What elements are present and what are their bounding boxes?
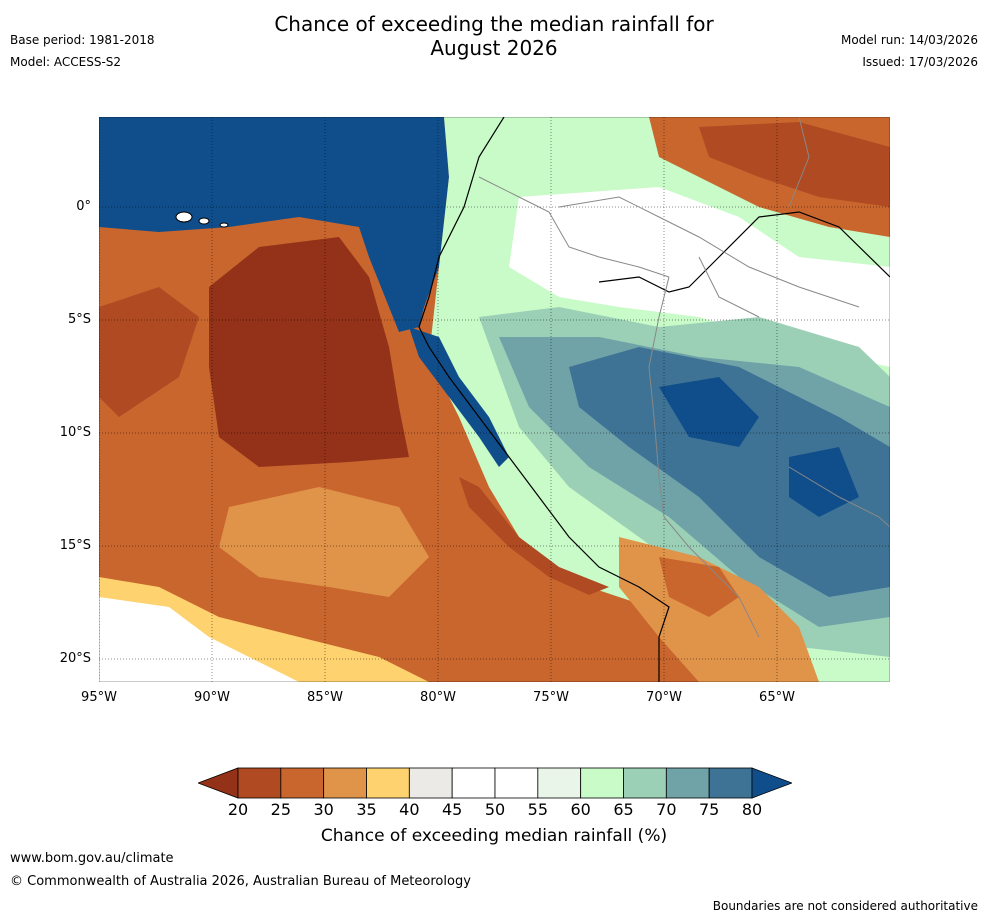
colorbar-tick-label: 55	[527, 800, 548, 819]
lat-tick-label: 15°S	[59, 538, 91, 554]
colorbar-tick-label: 45	[441, 800, 463, 819]
chart-title: Chance of exceeding the median rainfall …	[0, 12, 988, 60]
region-dry-core	[209, 237, 409, 467]
region-coastal-dry-ribbon	[459, 477, 609, 595]
country-borders	[478, 117, 890, 638]
colorbar-swatch	[366, 767, 410, 799]
model-run: Model run: 14/03/2026	[840, 33, 978, 47]
island-isabela	[175, 211, 193, 223]
lat-tick-label: 20°S	[59, 651, 91, 667]
lon-tick-label: 75°W	[533, 690, 569, 705]
colorbar-swatch	[537, 767, 582, 799]
region-ocean-north-wet	[99, 117, 449, 332]
region-southeast-core	[659, 557, 739, 617]
region-land-blue	[569, 347, 890, 597]
island-santa-cruz	[198, 217, 210, 225]
footer-note: Boundaries are not considered authoritat…	[712, 899, 978, 913]
colorbar-swatch	[580, 767, 624, 799]
colorbar-swatch	[451, 767, 496, 799]
colorbar-swatch	[665, 767, 710, 799]
colorbar-tick-label: 75	[698, 800, 720, 819]
colorbar-swatch	[494, 767, 539, 799]
colorbar-tick-label: 40	[399, 800, 420, 819]
region-coastal-blue-ribbon	[409, 327, 509, 467]
colorbar-extend-high	[751, 767, 792, 799]
lon-tick-label: 70°W	[646, 690, 682, 705]
lon-tick-label: 80°W	[420, 690, 456, 705]
galapagos-islands	[175, 211, 229, 228]
colorbar-label: Chance of exceeding median rainfall (%)	[320, 826, 668, 846]
rainfall-map	[99, 117, 890, 682]
colorbar-tick-label: 35	[356, 800, 377, 819]
colorbar-tick-label: 30	[313, 800, 334, 819]
colorbar	[198, 767, 792, 799]
title-line-1: Chance of exceeding the median rainfall …	[274, 12, 714, 36]
colorbar-ticks: 20 25 30 35 40 45 50 55 60 65 70 75 80	[198, 800, 792, 822]
meta-left: Base period: 1981-2018 Model: ACCESS-S2	[10, 29, 155, 73]
lon-tick-label: 85°W	[307, 690, 343, 705]
footer-copyright: © Commonwealth of Australia 2026, Austra…	[10, 874, 471, 889]
colorbar-tick-label: 25	[270, 800, 291, 819]
colorbar-extend-low	[198, 767, 239, 799]
island-san-cristobal	[219, 222, 229, 228]
region-northeast-core	[699, 122, 890, 207]
colorbar-tick-label: 50	[484, 800, 506, 819]
colorbar-swatch	[237, 767, 282, 799]
colorbar-swatch	[280, 767, 325, 799]
title-line-2: August 2026	[430, 36, 558, 60]
colorbar-swatch	[408, 767, 453, 799]
footer-url[interactable]: www.bom.gov.au/climate	[10, 851, 174, 866]
lat-tick-label: 0°	[76, 199, 91, 215]
amazon-river	[598, 211, 890, 293]
model-name: Model: ACCESS-S2	[10, 55, 122, 69]
region-dry-west	[99, 287, 199, 417]
region-white-southwest	[99, 597, 299, 682]
colorbar-swatch	[323, 767, 367, 799]
coastline	[418, 117, 670, 682]
lon-tick-label: 90°W	[194, 690, 230, 705]
issued-date: Issued: 17/03/2026	[862, 55, 978, 69]
colorbar-tick-label: 70	[656, 800, 677, 819]
region-land-deep-blue	[659, 377, 859, 517]
region-moderate-south	[219, 487, 429, 597]
lat-tick-label: 10°S	[59, 425, 91, 441]
colorbar-swatch	[623, 767, 667, 799]
lon-tick-label: 65°W	[759, 690, 795, 705]
colorbar-tick-label: 20	[227, 800, 249, 819]
colorbar-tick-label: 80	[741, 800, 763, 819]
colorbar-tick-label: 60	[570, 800, 591, 819]
lat-tick-label: 5°S	[67, 312, 91, 328]
lon-tick-label: 95°W	[81, 690, 117, 705]
colorbar-tick-label: 65	[613, 800, 634, 819]
meta-right: Model run: 14/03/2026 Issued: 17/03/2026	[841, 29, 978, 73]
colorbar-swatch	[708, 767, 753, 799]
map-frame	[99, 117, 890, 682]
base-period: Base period: 1981-2018	[10, 33, 155, 47]
